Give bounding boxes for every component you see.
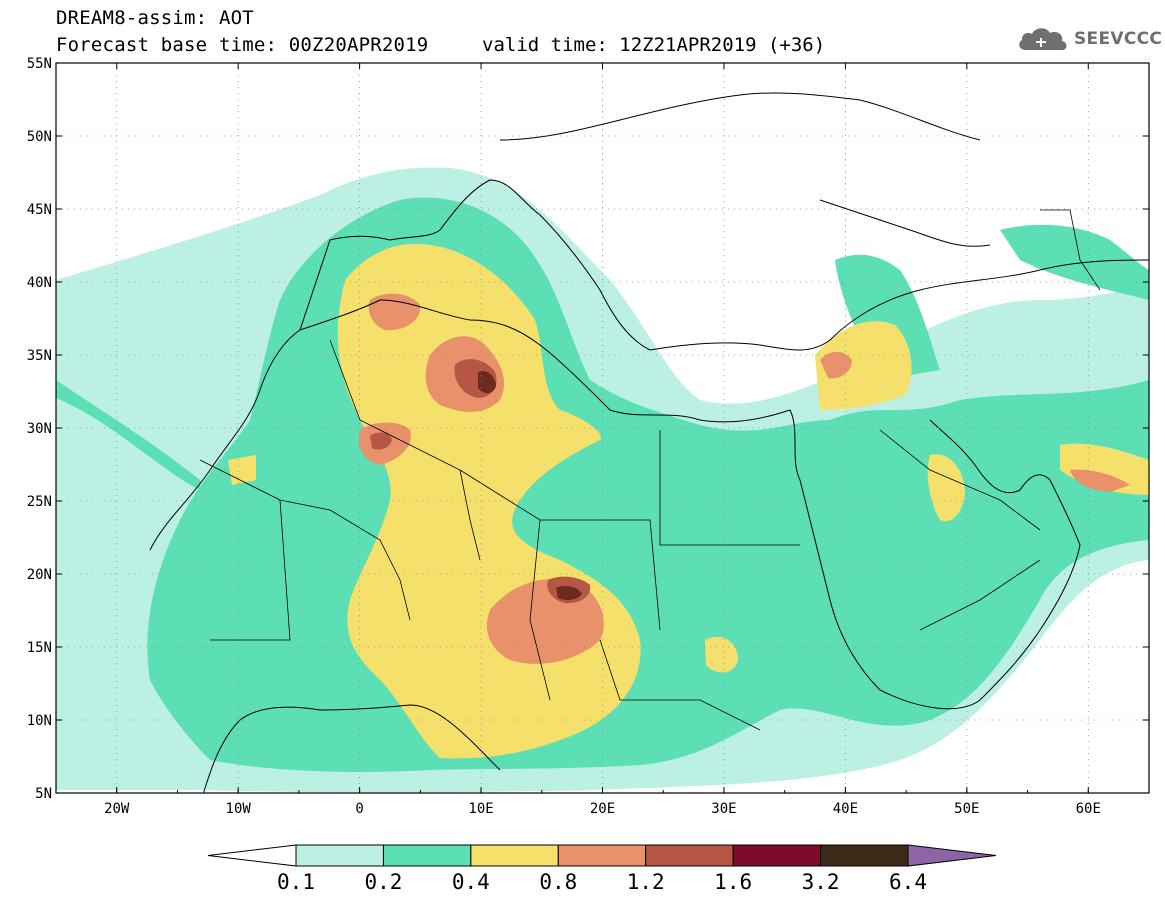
lon-label: 10E [468, 801, 493, 817]
colorbar-box [382, 844, 472, 867]
colorbar-box [295, 844, 384, 867]
lon-label: 0 [355, 801, 363, 817]
lat-label: 15N [27, 640, 52, 656]
graticule [56, 63, 1149, 793]
lat-label: 10N [27, 713, 52, 729]
colorbar-box [470, 844, 559, 867]
colorbar-extend-low [207, 844, 297, 867]
seevccc-logo: SEEVCCC [1016, 22, 1162, 56]
lon-label: 30E [711, 801, 736, 817]
colorbar-label: 6.4 [889, 870, 927, 894]
colorbar-label: 3.2 [801, 870, 840, 894]
aot-level-1-6 [478, 370, 582, 601]
logo-text: SEEVCCC [1074, 29, 1163, 49]
lat-label: 5N [35, 786, 52, 802]
lon-label: 20W [104, 801, 130, 817]
colorbar [207, 844, 997, 867]
colorbar-label: 1.2 [626, 870, 665, 894]
colorbar-label: 1.6 [714, 870, 753, 894]
lat-label: 55N [27, 56, 52, 72]
lat-label: 30N [27, 421, 52, 437]
lon-label: 50E [954, 801, 979, 817]
colorbar-box [645, 844, 734, 867]
colorbar-label: 0.8 [539, 870, 578, 894]
lon-label: 10W [226, 801, 252, 817]
lon-label: 60E [1076, 801, 1101, 817]
lat-label: 45N [27, 202, 52, 218]
map-title: DREAM8-assim: AOT [56, 7, 254, 29]
country-borders [199, 209, 1101, 731]
cloud-icon [1019, 28, 1067, 50]
colorbar-box [732, 844, 822, 867]
valid-time: valid time: 12Z21APR2019 (+36) [482, 34, 826, 56]
colorbar-label: 0.2 [364, 870, 403, 894]
lon-label: 20E [590, 801, 615, 817]
lat-label: 40N [27, 275, 52, 291]
lat-label: 20N [27, 567, 52, 583]
axis-ticks [55, 62, 1150, 794]
colorbar-label: 0.4 [451, 870, 490, 894]
longitude-labels: 20W 10W 0 10E 20E 30E 40E 50E 60E [104, 801, 1101, 817]
colorbar-box [557, 844, 647, 867]
lat-label: 50N [27, 129, 52, 145]
latitude-labels: 55N 50N 45N 40N 35N 30N 25N 20N 15N 10N 5N [27, 56, 52, 802]
colorbar-box [820, 844, 909, 867]
coastlines [149, 92, 1149, 793]
aot-field [56, 63, 1149, 793]
colorbar-label: 0.1 [277, 870, 315, 894]
forecast-base-time: Forecast base time: 00Z20APR2019 [56, 34, 429, 56]
colorbar-extend-high [907, 844, 997, 867]
lat-label: 25N [27, 494, 52, 510]
lon-label: 40E [833, 801, 858, 817]
lat-label: 35N [27, 348, 52, 364]
